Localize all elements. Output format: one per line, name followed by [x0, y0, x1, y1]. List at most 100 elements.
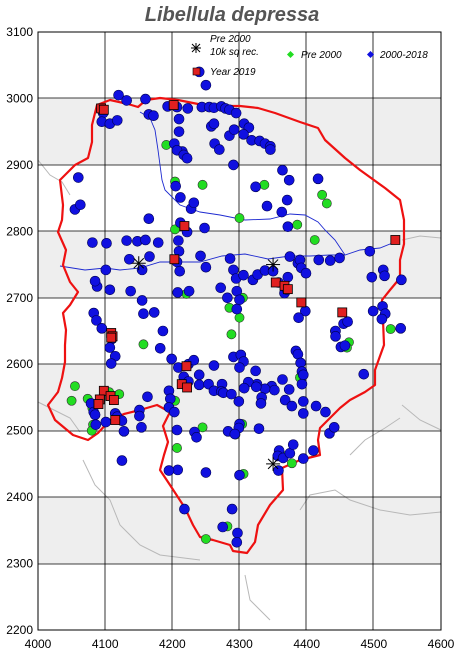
recent-point: [173, 235, 184, 246]
recent-point: [238, 129, 249, 140]
recent-point: [116, 455, 128, 466]
recent-point: [308, 445, 319, 456]
recent-point: [181, 152, 193, 164]
pre-2000-point: [317, 189, 328, 200]
recent-point: [310, 400, 322, 412]
recent-point: [143, 213, 155, 225]
recent-point: [379, 270, 390, 282]
recent-point: [250, 181, 261, 193]
year-2019-point: [110, 415, 121, 425]
y-tick-label: 3000: [6, 91, 33, 105]
x-tick-label: 4400: [293, 637, 320, 651]
pre-2000-point: [66, 395, 77, 406]
recent-point: [339, 340, 351, 351]
recent-point: [193, 369, 205, 381]
recent-point: [214, 144, 225, 155]
recent-point: [140, 234, 151, 246]
recent-point: [193, 379, 205, 391]
pre-2000-10k-point: [266, 456, 281, 471]
recent-point: [100, 264, 112, 276]
recent-point: [165, 393, 176, 405]
recent-point: [183, 285, 195, 297]
recent-point: [188, 197, 200, 209]
recent-point: [324, 255, 336, 266]
year-2019-point: [337, 307, 348, 318]
recent-point: [334, 252, 345, 264]
y-axis-ticks: 2200 2300 2400 2500 2600 2700 2800 2900 3000 3100: [6, 25, 33, 637]
recent-point: [228, 159, 239, 171]
recent-point: [250, 381, 262, 393]
recent-point: [228, 124, 240, 135]
recent-point: [89, 409, 101, 421]
recent-point: [148, 110, 159, 122]
vice-county-boundary: [46, 96, 406, 555]
pre-2000-point: [259, 179, 270, 190]
recent-point: [171, 424, 183, 436]
recent-point: [283, 174, 295, 186]
recent-point: [148, 307, 160, 318]
pre-2000-10k-points: [131, 256, 281, 471]
recent-point: [250, 365, 261, 377]
recent-point: [226, 503, 238, 515]
recent-point: [287, 439, 299, 450]
legend-10k-line1: Pre 2000: [210, 34, 251, 45]
year-2019-point: [98, 104, 109, 115]
recent-point: [136, 422, 147, 433]
recent-point: [217, 521, 229, 533]
recent-point: [234, 362, 245, 373]
recent-point: [173, 113, 185, 125]
recent-point: [121, 235, 132, 246]
recent-point: [320, 406, 331, 418]
recent-point: [208, 118, 220, 129]
recent-point: [282, 221, 294, 232]
pre-2000-point: [201, 534, 211, 544]
recent-point: [269, 384, 280, 396]
recent-point: [134, 410, 145, 422]
recent-point: [282, 271, 294, 283]
x-tick-label: 4500: [360, 637, 387, 651]
recent-point: [136, 295, 148, 306]
recent-point: [101, 237, 112, 249]
recent-point: [253, 423, 265, 434]
county-line-south: [82, 459, 442, 621]
year-2019-point: [179, 221, 190, 231]
year-2019-point: [169, 254, 180, 265]
year-2019-point: [182, 382, 193, 393]
recent-point: [226, 388, 237, 400]
recent-point: [232, 527, 243, 539]
recent-point: [157, 325, 169, 337]
recent-point: [395, 323, 407, 334]
year-2019-point: [282, 284, 293, 295]
plot-border: [37, 31, 442, 631]
y-tick-label: 2500: [6, 424, 33, 438]
y-tick-label: 2900: [6, 158, 33, 172]
recent-point: [215, 282, 226, 294]
recent-point: [293, 312, 304, 324]
recent-point: [276, 206, 288, 218]
recent-point: [138, 308, 149, 320]
map-title: Libellula depressa: [145, 4, 320, 26]
pre-2000-point: [70, 381, 80, 392]
recent-point: [342, 316, 353, 327]
recent-point: [222, 292, 233, 304]
year-2019-point: [108, 395, 119, 406]
recent-point: [230, 107, 242, 119]
recent-point: [136, 264, 148, 276]
recent-point: [105, 358, 117, 369]
legend-pre2000-label: Pre 2000: [301, 50, 342, 61]
recent-point: [277, 164, 288, 176]
recent-point: [121, 95, 132, 106]
legend-2019-label: Year 2019: [210, 67, 256, 78]
y-tick-label: 2400: [6, 490, 33, 504]
recent-point: [312, 173, 324, 185]
recent-point: [75, 199, 86, 211]
recent-point: [174, 265, 186, 277]
recent-point: [255, 398, 267, 409]
legend-2019-marker: [192, 67, 201, 76]
pre-2000-point: [321, 198, 332, 209]
recent-point: [298, 369, 309, 381]
recent-point: [238, 382, 250, 394]
year-2019-point: [106, 332, 117, 343]
recent-point: [376, 313, 388, 325]
